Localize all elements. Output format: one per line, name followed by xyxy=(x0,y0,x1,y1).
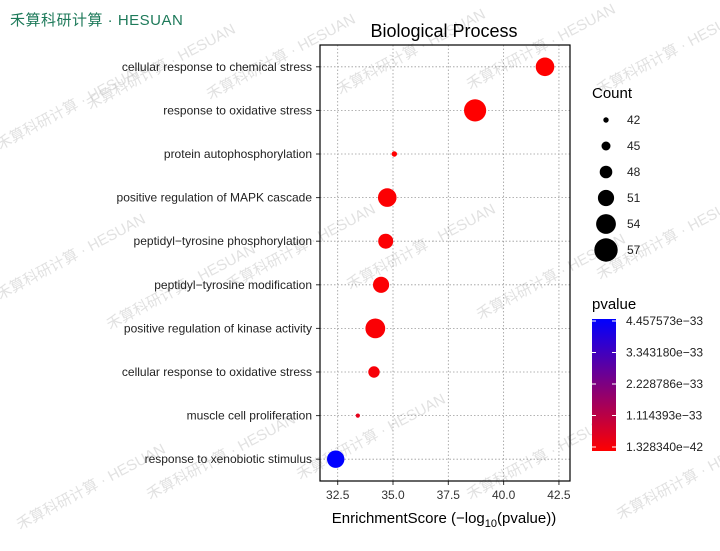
size-legend-label: 42 xyxy=(627,113,641,127)
y-tick-label: muscle cell proliferation xyxy=(187,409,312,423)
color-legend-label: 2.228786e−33 xyxy=(626,377,703,391)
data-point xyxy=(327,450,345,468)
color-legend-label: 1.114393e−33 xyxy=(626,409,703,423)
size-legend-dot xyxy=(596,214,616,234)
x-tick-label: 32.5 xyxy=(326,488,350,502)
data-points xyxy=(327,57,555,468)
data-point xyxy=(378,233,394,249)
y-tick-label: protein autophosphorylation xyxy=(164,147,312,161)
watermark-text: 禾算科研计算 · HESUAN xyxy=(293,390,448,484)
color-legend-label: 4.457573e−33 xyxy=(626,314,703,328)
y-tick-label: response to xenobiotic stimulus xyxy=(145,452,312,466)
data-point xyxy=(463,99,487,122)
size-legend-title: Count xyxy=(592,85,633,102)
x-axis-ticks: 32.5 35.0 37.5 40.0 42.5 xyxy=(326,481,571,502)
y-tick-label: positive regulation of MAPK cascade xyxy=(117,191,313,205)
watermark-text: 禾算科研计算 · HESUAN xyxy=(333,5,488,99)
size-legend-label: 51 xyxy=(627,191,641,205)
x-tick-label: 37.5 xyxy=(437,488,461,502)
color-legend: pvalue 4.457573e−33 3.343180e−33 2.228786e… xyxy=(592,296,703,454)
y-tick-label: peptidyl−tyrosine phosphorylation xyxy=(134,234,312,248)
y-tick-label: cellular response to oxidative stress xyxy=(122,365,312,379)
x-axis-label-main: EnrichmentScore (−log xyxy=(332,510,485,527)
x-tick-label: 40.0 xyxy=(492,488,516,502)
size-legend-label: 45 xyxy=(627,139,641,153)
size-legend-label: 57 xyxy=(627,243,641,257)
x-tick-label: 42.5 xyxy=(547,488,571,502)
data-point xyxy=(355,413,360,418)
color-legend-label: 1.328340e−42 xyxy=(626,440,703,454)
y-tick-label: response to oxidative stress xyxy=(163,103,312,117)
x-axis-label: EnrichmentScore (−log10(pvalue)) xyxy=(332,510,556,530)
size-legend-label: 54 xyxy=(627,217,641,231)
x-axis-label-tail: (pvalue)) xyxy=(497,510,556,527)
size-legend-dot xyxy=(594,238,618,262)
brand-logo-text: 禾算科研计算 · HESUAN xyxy=(10,12,184,29)
size-legend-label: 48 xyxy=(627,165,641,179)
watermark-text: 禾算科研计算 · HESUAN xyxy=(0,60,148,154)
data-point xyxy=(365,318,386,339)
color-legend-label: 3.343180e−33 xyxy=(626,346,703,360)
y-tick-label: cellular response to chemical stress xyxy=(122,60,312,74)
size-legend-dot xyxy=(597,189,615,207)
data-point xyxy=(377,188,397,207)
size-legend-dot xyxy=(603,117,609,123)
data-point xyxy=(391,151,398,157)
chart-title: Biological Process xyxy=(370,21,517,41)
watermark-text: 禾算科研计算 · HESUAN xyxy=(463,0,618,94)
size-legend-dot xyxy=(599,165,613,179)
grid-lines xyxy=(320,45,570,481)
y-axis-category-labels: cellular response to chemical stress resp… xyxy=(117,60,320,466)
x-tick-label: 35.0 xyxy=(381,488,405,502)
color-legend-title: pvalue xyxy=(592,296,636,313)
size-legend: Count 42 45 48 51 54 57 xyxy=(592,85,641,262)
size-legend-dot xyxy=(601,141,611,151)
x-axis-label-subscript: 10 xyxy=(485,518,497,530)
watermark-text: 禾算科研计算 · HESUAN xyxy=(0,210,148,304)
y-tick-label: positive regulation of kinase activity xyxy=(124,321,312,335)
plot-panel-border xyxy=(319,44,571,482)
data-point xyxy=(368,366,380,378)
color-legend-bar xyxy=(592,319,616,451)
data-point xyxy=(535,57,555,77)
y-tick-label: peptidyl−tyrosine modification xyxy=(154,278,312,292)
data-point xyxy=(372,276,390,293)
